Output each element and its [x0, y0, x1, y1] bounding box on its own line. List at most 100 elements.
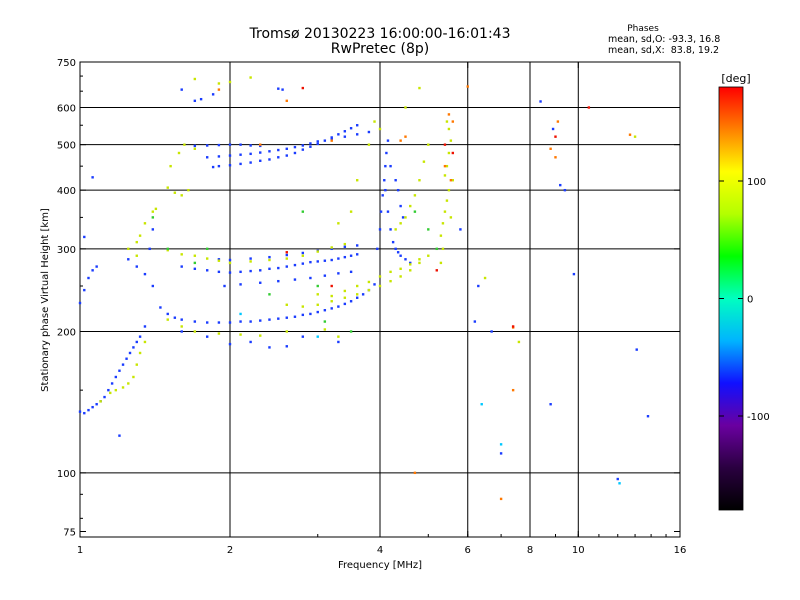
- x-tick-label: 6: [465, 545, 471, 556]
- data-point: [128, 351, 132, 355]
- data-point: [633, 135, 637, 138]
- data-point: [180, 88, 183, 91]
- data-point: [343, 296, 347, 299]
- data-point: [249, 340, 252, 344]
- data-point: [385, 151, 388, 155]
- data-point: [587, 106, 591, 109]
- data-point: [316, 140, 319, 143]
- data-point: [91, 269, 94, 272]
- data-point: [228, 143, 232, 146]
- data-point: [268, 346, 271, 349]
- data-point: [439, 261, 443, 265]
- data-point: [367, 288, 371, 292]
- data-point: [268, 258, 271, 262]
- data-point: [193, 147, 197, 150]
- data-point: [394, 247, 397, 251]
- data-point: [166, 312, 169, 316]
- data-point: [459, 228, 462, 231]
- data-point: [180, 325, 183, 328]
- data-point: [217, 332, 221, 335]
- data-point: [427, 254, 430, 257]
- data-point: [183, 143, 186, 146]
- data-point: [285, 265, 288, 268]
- data-point: [118, 434, 121, 437]
- data-point: [323, 320, 327, 323]
- data-point: [114, 388, 118, 392]
- data-point: [343, 130, 347, 133]
- data-point: [285, 257, 288, 260]
- data-point: [422, 160, 426, 163]
- data-point: [383, 179, 386, 182]
- data-point: [646, 415, 650, 418]
- x-tick-label: 8: [527, 545, 533, 556]
- data-point: [259, 334, 262, 337]
- data-point: [259, 281, 262, 284]
- data-point: [138, 335, 142, 338]
- data-point: [563, 188, 567, 192]
- y-tick-label: 100: [57, 469, 76, 480]
- data-point: [376, 247, 379, 251]
- data-point: [95, 265, 98, 268]
- data-point: [173, 191, 177, 194]
- chart-title: Tromsø 20130223 16:00:00-16:01:43: [249, 26, 511, 42]
- data-point: [285, 251, 288, 254]
- data-point: [511, 388, 515, 392]
- data-point: [389, 270, 392, 274]
- data-point: [330, 300, 333, 303]
- data-point: [91, 405, 94, 409]
- data-point: [268, 267, 271, 271]
- data-point: [259, 144, 262, 148]
- data-point: [499, 452, 503, 455]
- data-point: [268, 150, 271, 153]
- data-point: [559, 183, 562, 187]
- data-point: [413, 471, 417, 475]
- data-point: [399, 222, 402, 225]
- data-point: [480, 403, 483, 406]
- data-point: [572, 272, 576, 276]
- data-point: [239, 162, 242, 166]
- data-point: [549, 147, 552, 150]
- data-point: [217, 258, 221, 261]
- data-point: [301, 251, 305, 255]
- data-point: [396, 251, 400, 254]
- data-point: [193, 330, 197, 333]
- data-point: [277, 156, 280, 159]
- data-point: [78, 301, 82, 305]
- data-point: [443, 143, 447, 146]
- data-point: [355, 296, 359, 299]
- data-point: [445, 120, 449, 123]
- colorbar: [deg] 100 0 -100: [718, 72, 770, 511]
- data-point: [151, 210, 155, 213]
- data-point: [554, 135, 557, 138]
- data-point: [309, 260, 312, 264]
- data-point: [193, 99, 197, 103]
- data-point: [301, 313, 305, 317]
- phases-x-line: mean, sd,X: 83.8, 19.2: [608, 45, 719, 56]
- data-point: [205, 247, 209, 251]
- data-point: [103, 395, 106, 399]
- data-point: [228, 258, 232, 262]
- data-point: [285, 303, 288, 306]
- data-point: [618, 482, 621, 485]
- data-point: [166, 247, 169, 251]
- data-point: [151, 228, 155, 231]
- data-point: [499, 497, 503, 501]
- data-point: [135, 363, 138, 366]
- data-point: [378, 275, 382, 278]
- data-point: [285, 147, 288, 150]
- data-point: [447, 188, 451, 192]
- data-point: [343, 255, 347, 259]
- data-point: [239, 312, 242, 316]
- data-point: [389, 164, 392, 168]
- data-point: [277, 148, 280, 152]
- data-point: [443, 210, 447, 213]
- data-point: [166, 248, 169, 252]
- data-point: [223, 284, 226, 288]
- data-point: [316, 250, 319, 253]
- data-point: [138, 234, 142, 237]
- data-point: [418, 179, 421, 182]
- data-point: [337, 133, 340, 136]
- data-point: [490, 330, 493, 333]
- data-point: [249, 260, 252, 263]
